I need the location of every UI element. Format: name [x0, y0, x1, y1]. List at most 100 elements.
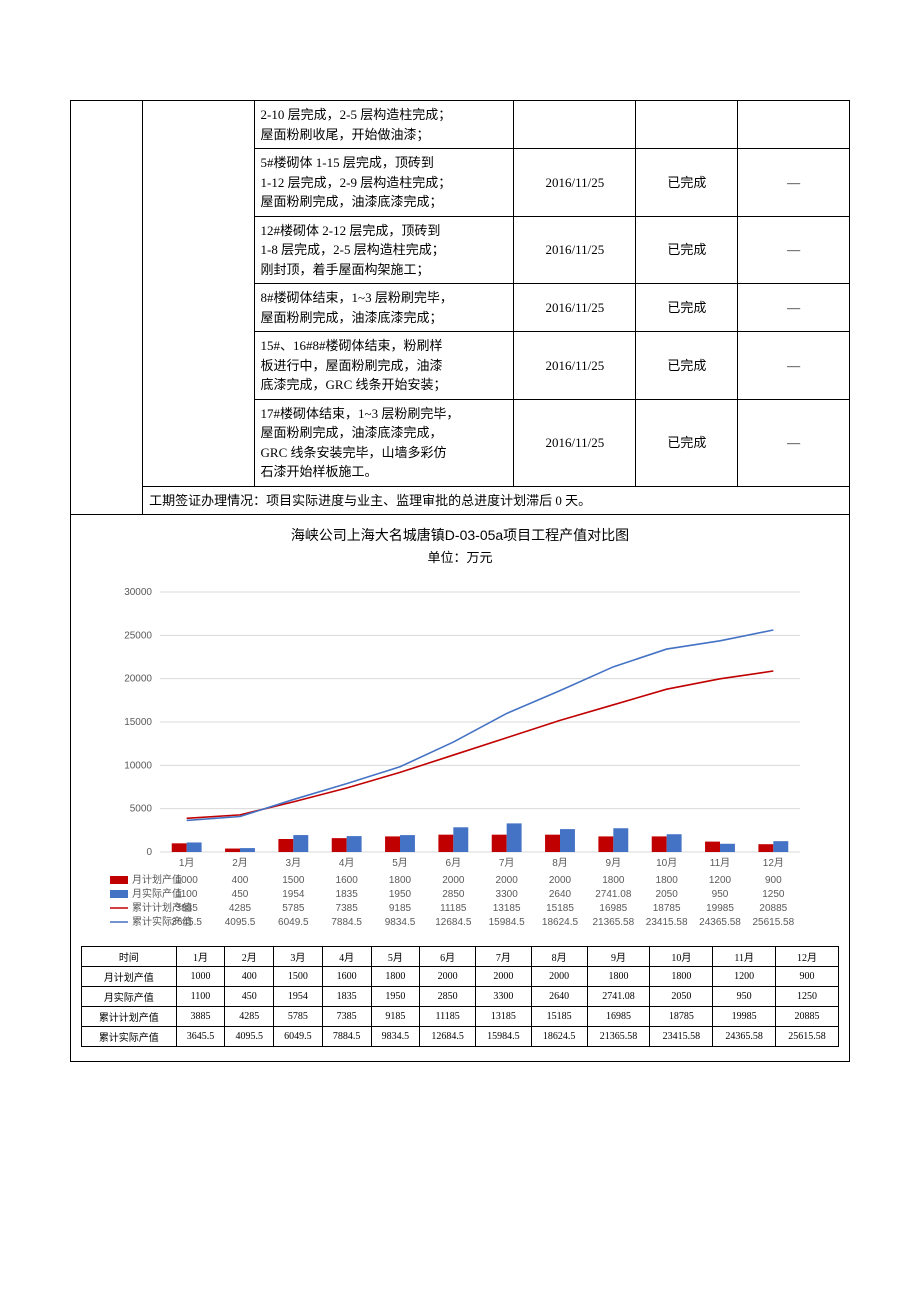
- blank-col-2: [143, 101, 254, 487]
- summary-value-cell: 1500: [274, 967, 323, 987]
- summary-value-cell: 1100: [176, 987, 225, 1007]
- svg-text:15984.5: 15984.5: [489, 917, 526, 928]
- status-cell: 已完成: [636, 284, 738, 332]
- svg-text:9月: 9月: [606, 857, 622, 869]
- svg-text:3885: 3885: [176, 903, 199, 914]
- summary-value-cell: 1250: [776, 987, 839, 1007]
- svg-text:21365.58: 21365.58: [592, 917, 634, 928]
- summary-row: 累计实际产值3645.54095.56049.57884.59834.51268…: [82, 1027, 839, 1047]
- svg-text:12月: 12月: [763, 857, 784, 869]
- summary-value-cell: 9834.5: [371, 1027, 420, 1047]
- date-cell: 2016/11/25: [514, 149, 636, 217]
- svg-text:18785: 18785: [653, 903, 681, 914]
- svg-text:6049.5: 6049.5: [278, 917, 309, 928]
- summary-label-cell: 月计划产值: [82, 967, 177, 987]
- desc-cell: 17#楼砌体结束，1~3 层粉刷完毕， 屋面粉刷完成，油漆底漆完成， GRC 线…: [254, 399, 514, 486]
- dash-cell: —: [738, 332, 850, 400]
- date-cell: 2016/11/25: [514, 399, 636, 486]
- svg-text:15000: 15000: [124, 717, 152, 728]
- summary-table: 时间1月2月3月4月5月6月7月8月9月10月11月12月月计划产值100040…: [81, 946, 839, 1047]
- svg-text:10月: 10月: [656, 857, 677, 869]
- summary-value-cell: 20885: [776, 1007, 839, 1027]
- svg-text:900: 900: [765, 875, 782, 886]
- svg-text:月计划产值: 月计划产值: [132, 873, 182, 886]
- svg-text:6月: 6月: [446, 857, 462, 869]
- summary-value-cell: 2850: [420, 987, 476, 1007]
- summary-value-cell: 2050: [650, 987, 713, 1007]
- summary-header-cell: 时间: [82, 947, 177, 967]
- svg-text:4285: 4285: [229, 903, 252, 914]
- svg-text:1500: 1500: [282, 875, 305, 886]
- summary-header-row: 时间1月2月3月4月5月6月7月8月9月10月11月12月: [82, 947, 839, 967]
- summary-header-cell: 1月: [176, 947, 225, 967]
- svg-text:2000: 2000: [549, 875, 572, 886]
- date-cell: 2016/11/25: [514, 332, 636, 400]
- output-chart: 0500010000150002000025000300001月2月3月4月5月…: [100, 572, 820, 936]
- summary-value-cell: 1800: [371, 967, 420, 987]
- summary-header-cell: 12月: [776, 947, 839, 967]
- summary-row: 月实际产值11004501954183519502850330026402741…: [82, 987, 839, 1007]
- summary-value-cell: 1600: [322, 967, 371, 987]
- summary-value-cell: 3645.5: [176, 1027, 225, 1047]
- svg-text:2000: 2000: [496, 875, 519, 886]
- svg-text:16985: 16985: [599, 903, 627, 914]
- summary-value-cell: 400: [225, 967, 274, 987]
- svg-text:1600: 1600: [336, 875, 359, 886]
- summary-value-cell: 24365.58: [713, 1027, 776, 1047]
- svg-text:9834.5: 9834.5: [385, 917, 416, 928]
- summary-header-cell: 8月: [531, 947, 587, 967]
- summary-value-cell: 2000: [476, 967, 532, 987]
- dash-cell: —: [738, 216, 850, 284]
- svg-text:1200: 1200: [709, 875, 732, 886]
- summary-value-cell: 4285: [225, 1007, 274, 1027]
- summary-value-cell: 1954: [274, 987, 323, 1007]
- summary-value-cell: 15984.5: [476, 1027, 532, 1047]
- desc-cell: 12#楼砌体 2-12 层完成，顶砖到 1-8 层完成，2-5 层构造柱完成； …: [254, 216, 514, 284]
- svg-text:3月: 3月: [286, 857, 302, 869]
- svg-text:1月: 1月: [179, 857, 195, 869]
- svg-text:1954: 1954: [282, 889, 305, 900]
- summary-value-cell: 25615.58: [776, 1027, 839, 1047]
- svg-text:24365.58: 24365.58: [699, 917, 741, 928]
- svg-text:13185: 13185: [493, 903, 521, 914]
- svg-text:1835: 1835: [336, 889, 359, 900]
- svg-text:7385: 7385: [336, 903, 359, 914]
- summary-value-cell: 3300: [476, 987, 532, 1007]
- summary-value-cell: 1800: [650, 967, 713, 987]
- progress-table: 2-10 层完成，2-5 层构造柱完成； 屋面粉刷收尾，开始做油漆；5#楼砌体 …: [70, 100, 850, 515]
- svg-text:0: 0: [146, 847, 152, 858]
- svg-text:1800: 1800: [656, 875, 679, 886]
- svg-text:19985: 19985: [706, 903, 734, 914]
- svg-text:7884.5: 7884.5: [331, 917, 362, 928]
- summary-value-cell: 2741.08: [587, 987, 650, 1007]
- summary-value-cell: 450: [225, 987, 274, 1007]
- svg-text:1250: 1250: [762, 889, 785, 900]
- summary-value-cell: 6049.5: [274, 1027, 323, 1047]
- svg-text:7月: 7月: [499, 857, 515, 869]
- status-cell: 已完成: [636, 216, 738, 284]
- summary-label-cell: 月实际产值: [82, 987, 177, 1007]
- dash-cell: [738, 101, 850, 149]
- summary-value-cell: 23415.58: [650, 1027, 713, 1047]
- status-cell: 已完成: [636, 332, 738, 400]
- desc-cell: 8#楼砌体结束，1~3 层粉刷完毕， 屋面粉刷完成，油漆底漆完成；: [254, 284, 514, 332]
- svg-text:1800: 1800: [602, 875, 625, 886]
- status-cell: 已完成: [636, 399, 738, 486]
- svg-text:400: 400: [232, 875, 249, 886]
- dash-cell: —: [738, 399, 850, 486]
- desc-cell: 2-10 层完成，2-5 层构造柱完成； 屋面粉刷收尾，开始做油漆；: [254, 101, 514, 149]
- svg-text:12684.5: 12684.5: [435, 917, 472, 928]
- summary-header-cell: 9月: [587, 947, 650, 967]
- svg-text:9185: 9185: [389, 903, 412, 914]
- svg-text:18624.5: 18624.5: [542, 917, 579, 928]
- summary-value-cell: 900: [776, 967, 839, 987]
- dash-cell: —: [738, 149, 850, 217]
- summary-value-cell: 7385: [322, 1007, 371, 1027]
- svg-text:1800: 1800: [389, 875, 412, 886]
- svg-text:2741.08: 2741.08: [595, 889, 632, 900]
- summary-header-cell: 6月: [420, 947, 476, 967]
- svg-text:2850: 2850: [442, 889, 465, 900]
- summary-value-cell: 2000: [531, 967, 587, 987]
- svg-text:950: 950: [712, 889, 729, 900]
- summary-value-cell: 5785: [274, 1007, 323, 1027]
